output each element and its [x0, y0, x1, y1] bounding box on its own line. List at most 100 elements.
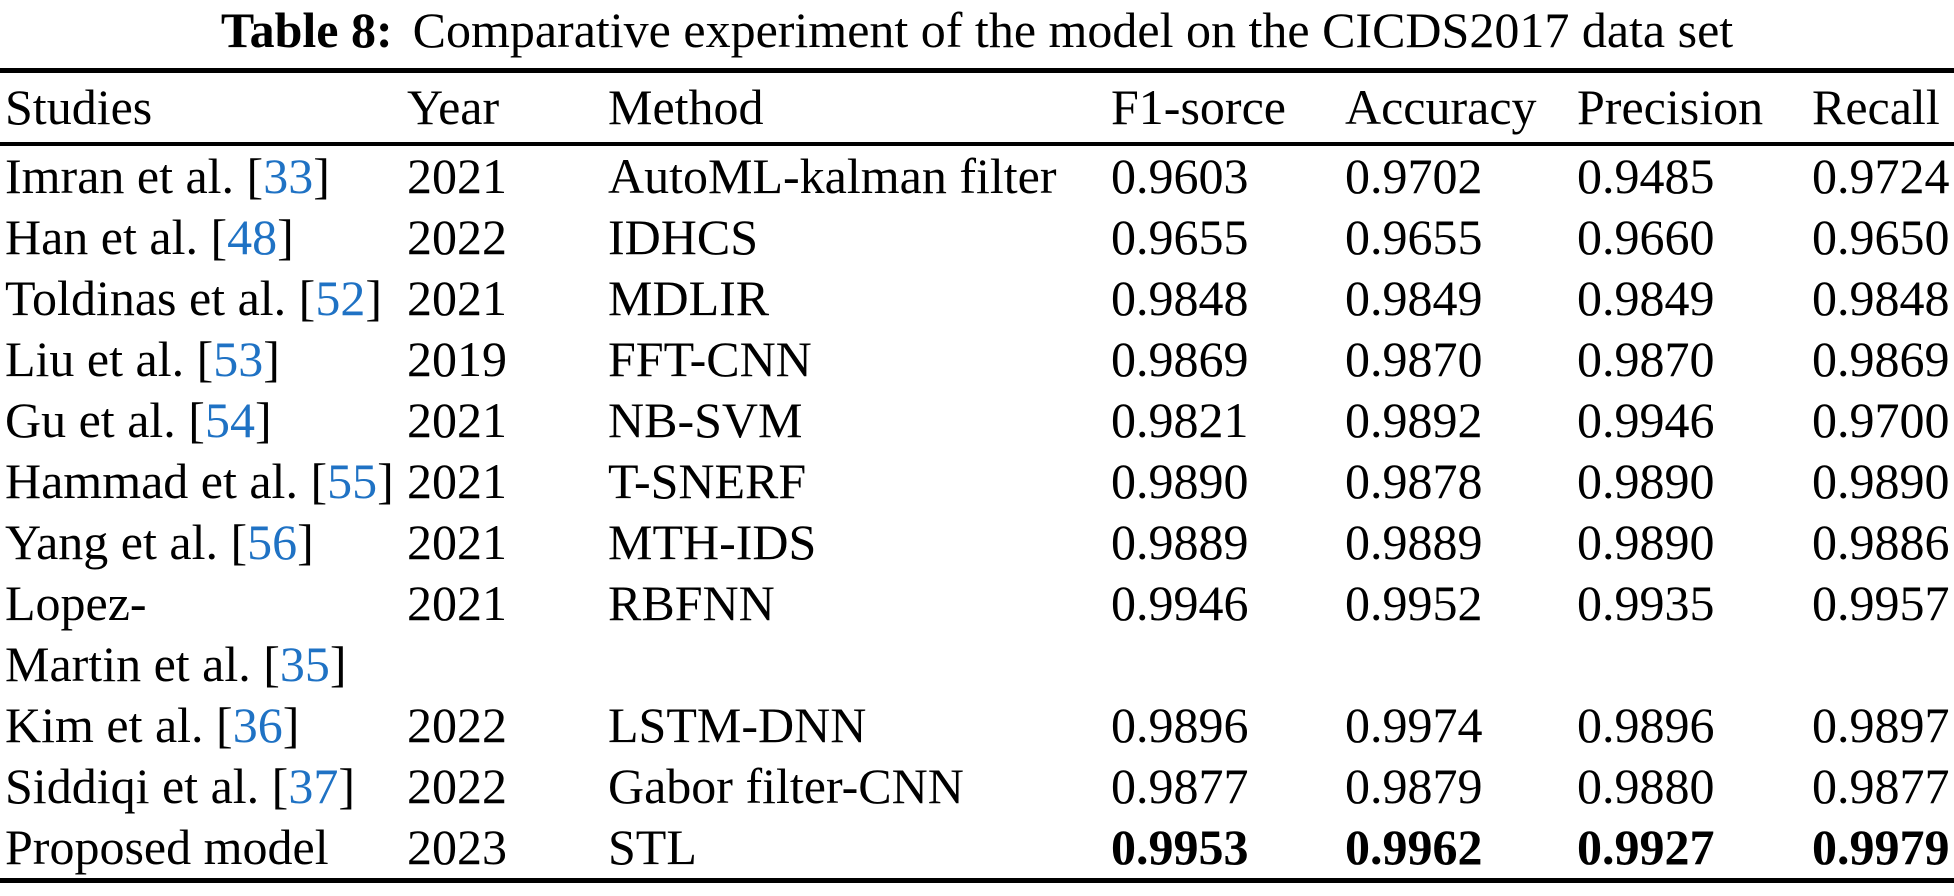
citation-link[interactable]: 48: [227, 208, 278, 265]
f1-value: 0.9848: [1111, 269, 1249, 326]
cell-f1: 0.9946: [1106, 573, 1340, 695]
study-text: ]: [254, 391, 272, 448]
study-text: Siddiqi et al. [: [5, 757, 289, 814]
accuracy-value: 0.9889: [1345, 513, 1483, 570]
recall-value: 0.9890: [1812, 452, 1950, 509]
cell-year: 2021: [402, 268, 603, 329]
recall-value: 0.9848: [1812, 269, 1950, 326]
cell-year: 2019: [402, 329, 603, 390]
study-text: ]: [338, 757, 355, 814]
cell-accuracy: 0.9892: [1340, 390, 1572, 451]
method-value: Gabor filter-CNN: [608, 757, 964, 814]
table-caption-text: Comparative experiment of the model on t…: [412, 2, 1734, 58]
method-value: T-SNERF: [608, 452, 807, 509]
study-text: Martin et al. [: [5, 635, 280, 692]
citation-link[interactable]: 35: [279, 635, 330, 692]
f1-value: 0.9869: [1111, 330, 1249, 387]
table-row: Siddiqi et al. [37] 2022 Gabor filter-CNN 0…: [0, 756, 1954, 817]
recall-value: 0.9877: [1812, 757, 1950, 814]
citation-link[interactable]: 54: [204, 391, 255, 448]
year-value: 2019: [407, 330, 507, 387]
method-value: LSTM-DNN: [608, 696, 867, 753]
accuracy-value: 0.9952: [1345, 574, 1483, 631]
year-value: 2021: [407, 269, 507, 326]
cell-studies: Imran et al. [33]: [0, 144, 402, 207]
table-row: Han et al. [48] 2022 IDHCS 0.9655 0.9655 0.96…: [0, 207, 1954, 268]
cell-year: 2021: [402, 573, 603, 695]
cell-recall: 0.9897: [1807, 695, 1954, 756]
table-header: Studies Year Method F1-sorce Accuracy Precisi…: [0, 70, 1954, 146]
year-value: 2021: [407, 147, 507, 204]
f1-value: 0.9953: [1111, 818, 1249, 875]
cell-method: FFT-CNN: [603, 329, 1106, 390]
recall-value: 0.9979: [1812, 818, 1950, 875]
cell-accuracy: 0.9878: [1340, 451, 1572, 512]
method-value: IDHCS: [608, 208, 759, 265]
year-value: 2021: [407, 452, 507, 509]
accuracy-value: 0.9879: [1345, 757, 1483, 814]
precision-value: 0.9880: [1577, 757, 1715, 814]
cell-recall: 0.9957: [1807, 573, 1954, 695]
f1-value: 0.9603: [1111, 147, 1249, 204]
cell-accuracy: 0.9889: [1340, 512, 1572, 573]
cell-method: MDLIR: [603, 268, 1106, 329]
cell-recall: 0.9979: [1807, 817, 1954, 881]
table-body: Imran et al. [33] 2021 AutoML-kalman filte…: [0, 144, 1954, 881]
precision-value: 0.9660: [1577, 208, 1715, 265]
cell-accuracy: 0.9849: [1340, 268, 1572, 329]
table-header-row: Studies Year Method F1-sorce Accuracy Precisi…: [0, 70, 1954, 146]
table-row: Toldinas et al. [52] 2021 MDLIR 0.9848 0.984…: [0, 268, 1954, 329]
precision-value: 0.9927: [1577, 818, 1715, 875]
precision-value: 0.9485: [1577, 147, 1715, 204]
f1-value: 0.9821: [1111, 391, 1249, 448]
cell-studies: Han et al. [48]: [0, 207, 402, 268]
study-text: Yang et al. [: [5, 513, 248, 570]
cell-year: 2021: [402, 144, 603, 207]
cell-method: IDHCS: [603, 207, 1106, 268]
accuracy-value: 0.9702: [1345, 147, 1483, 204]
column-header-f1: F1-sorce: [1106, 70, 1340, 146]
year-value: 2022: [407, 696, 507, 753]
year-value: 2022: [407, 757, 507, 814]
cell-precision: 0.9485: [1572, 144, 1807, 207]
cell-year: 2021: [402, 451, 603, 512]
study-text: Gu et al. [: [5, 391, 205, 448]
cell-accuracy: 0.9962: [1340, 817, 1572, 881]
method-value: MTH-IDS: [608, 513, 817, 570]
cell-accuracy: 0.9879: [1340, 756, 1572, 817]
table-row: Kim et al. [36] 2022 LSTM-DNN 0.9896 0.9974 0…: [0, 695, 1954, 756]
study-text: ]: [277, 208, 294, 265]
citation-link[interactable]: 55: [327, 452, 378, 509]
cell-year: 2022: [402, 756, 603, 817]
table-caption: Table 8: Comparative experiment of the mo…: [0, 0, 1954, 60]
precision-value: 0.9849: [1577, 269, 1715, 326]
cell-f1: 0.9953: [1106, 817, 1340, 881]
study-text: Toldinas et al. [: [5, 269, 316, 326]
cell-recall: 0.9650: [1807, 207, 1954, 268]
cell-method: AutoML-kalman filter: [603, 144, 1106, 207]
citation-link[interactable]: 53: [213, 330, 264, 387]
cell-recall: 0.9724: [1807, 144, 1954, 207]
cell-precision: 0.9660: [1572, 207, 1807, 268]
cell-precision: 0.9880: [1572, 756, 1807, 817]
citation-link[interactable]: 36: [232, 696, 283, 753]
accuracy-value: 0.9878: [1345, 452, 1483, 509]
table-row: Lopez- Martin et al. [35] 2021 RBFNN 0.9946 0…: [0, 573, 1954, 695]
cell-studies: Hammad et al. [55]: [0, 451, 402, 512]
cell-method: T-SNERF: [603, 451, 1106, 512]
year-value: 2023: [407, 818, 507, 875]
cell-studies: Toldinas et al. [52]: [0, 268, 402, 329]
cell-accuracy: 0.9974: [1340, 695, 1572, 756]
citation-link[interactable]: 37: [288, 757, 339, 814]
cell-f1: 0.9603: [1106, 144, 1340, 207]
cell-accuracy: 0.9870: [1340, 329, 1572, 390]
citation-link[interactable]: 56: [247, 513, 298, 570]
study-text: Lopez-: [5, 574, 147, 631]
cell-accuracy: 0.9655: [1340, 207, 1572, 268]
table-row: Proposed model 2023 STL 0.9953 0.9962 0.9927 0…: [0, 817, 1954, 881]
citation-link[interactable]: 52: [315, 269, 366, 326]
cell-recall: 0.9700: [1807, 390, 1954, 451]
citation-link[interactable]: 33: [263, 147, 314, 204]
table-row: Hammad et al. [55] 2021 T-SNERF 0.9890 0.987…: [0, 451, 1954, 512]
